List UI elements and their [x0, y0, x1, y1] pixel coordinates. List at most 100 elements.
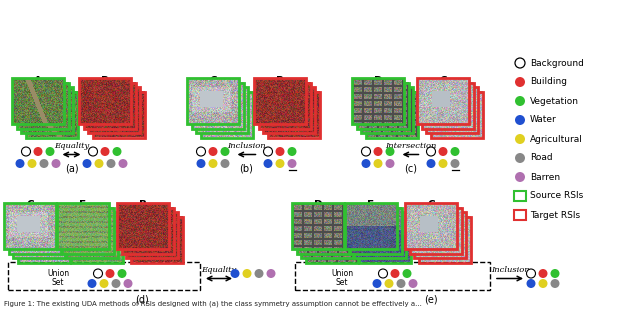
Circle shape	[385, 159, 394, 168]
Bar	[17, 216, 70, 262]
Circle shape	[33, 147, 42, 156]
Circle shape	[550, 269, 559, 278]
Circle shape	[426, 147, 435, 156]
Circle shape	[266, 269, 275, 278]
Bar	[17, 82, 68, 128]
Text: (a): (a)	[65, 164, 78, 174]
Bar	[296, 207, 349, 253]
Circle shape	[221, 147, 230, 156]
Circle shape	[45, 147, 54, 156]
Bar	[358, 216, 410, 262]
Bar	[514, 210, 526, 220]
Circle shape	[515, 77, 525, 87]
Text: Intersection: Intersection	[385, 142, 436, 150]
Text: C: C	[209, 76, 217, 86]
Circle shape	[515, 58, 525, 68]
Circle shape	[385, 279, 394, 288]
Circle shape	[372, 279, 381, 288]
Circle shape	[221, 159, 230, 168]
Bar	[292, 203, 344, 249]
Circle shape	[99, 279, 109, 288]
Text: C: C	[26, 201, 34, 211]
Text: Water: Water	[530, 115, 557, 124]
Bar	[88, 87, 140, 133]
Bar	[122, 207, 173, 253]
Circle shape	[403, 269, 412, 278]
Text: B: B	[139, 201, 147, 211]
Text: Road: Road	[530, 154, 552, 163]
Text: Barren: Barren	[530, 173, 560, 182]
Bar	[345, 203, 397, 249]
Bar	[259, 82, 310, 128]
Text: (d): (d)	[134, 295, 148, 304]
Text: Set: Set	[336, 278, 348, 287]
Bar	[131, 216, 182, 262]
Circle shape	[113, 147, 122, 156]
Text: Source RSIs: Source RSIs	[530, 192, 583, 201]
Bar	[410, 207, 461, 253]
Bar	[187, 78, 239, 124]
Circle shape	[451, 159, 460, 168]
Bar	[263, 87, 315, 133]
Bar	[268, 91, 319, 137]
Circle shape	[264, 147, 273, 156]
Circle shape	[378, 269, 387, 278]
Circle shape	[22, 147, 31, 156]
Circle shape	[515, 115, 525, 125]
Bar	[4, 203, 56, 249]
Text: D: D	[374, 76, 382, 86]
Circle shape	[28, 159, 36, 168]
Bar	[417, 78, 469, 124]
Circle shape	[124, 279, 132, 288]
Bar	[349, 207, 401, 253]
Circle shape	[15, 159, 24, 168]
Bar	[83, 82, 136, 128]
Circle shape	[515, 153, 525, 163]
Circle shape	[106, 159, 115, 168]
Bar	[301, 212, 353, 258]
Bar	[200, 91, 253, 137]
Bar	[196, 87, 248, 133]
Circle shape	[538, 269, 547, 278]
Text: Union: Union	[331, 269, 353, 278]
Text: C: C	[439, 76, 447, 86]
Text: Equality: Equality	[202, 266, 237, 273]
Text: (b): (b)	[239, 164, 253, 174]
Text: C: C	[427, 201, 435, 211]
Circle shape	[515, 96, 525, 106]
Circle shape	[51, 159, 61, 168]
Bar	[431, 91, 483, 137]
Circle shape	[118, 159, 127, 168]
Text: B: B	[276, 76, 284, 86]
Circle shape	[362, 147, 371, 156]
Circle shape	[209, 159, 218, 168]
Bar	[419, 216, 470, 262]
Bar	[305, 216, 358, 262]
Text: Inclusion: Inclusion	[227, 142, 266, 150]
Circle shape	[83, 159, 92, 168]
Circle shape	[374, 159, 383, 168]
Text: D: D	[314, 201, 323, 211]
Bar	[57, 203, 109, 249]
Circle shape	[243, 269, 252, 278]
Circle shape	[95, 159, 104, 168]
Circle shape	[408, 279, 417, 288]
Bar	[426, 87, 478, 133]
Circle shape	[397, 279, 406, 288]
Circle shape	[451, 147, 460, 156]
Circle shape	[230, 269, 239, 278]
Bar	[514, 191, 526, 201]
Circle shape	[426, 159, 435, 168]
Circle shape	[287, 159, 296, 168]
Circle shape	[100, 147, 109, 156]
Bar	[422, 82, 474, 128]
Bar	[8, 262, 200, 290]
Bar	[414, 212, 466, 258]
Circle shape	[438, 159, 447, 168]
Circle shape	[88, 147, 97, 156]
Bar	[66, 212, 118, 258]
Bar	[405, 203, 457, 249]
Bar	[8, 207, 61, 253]
Text: Inclusion: Inclusion	[491, 266, 529, 273]
Circle shape	[550, 279, 559, 288]
